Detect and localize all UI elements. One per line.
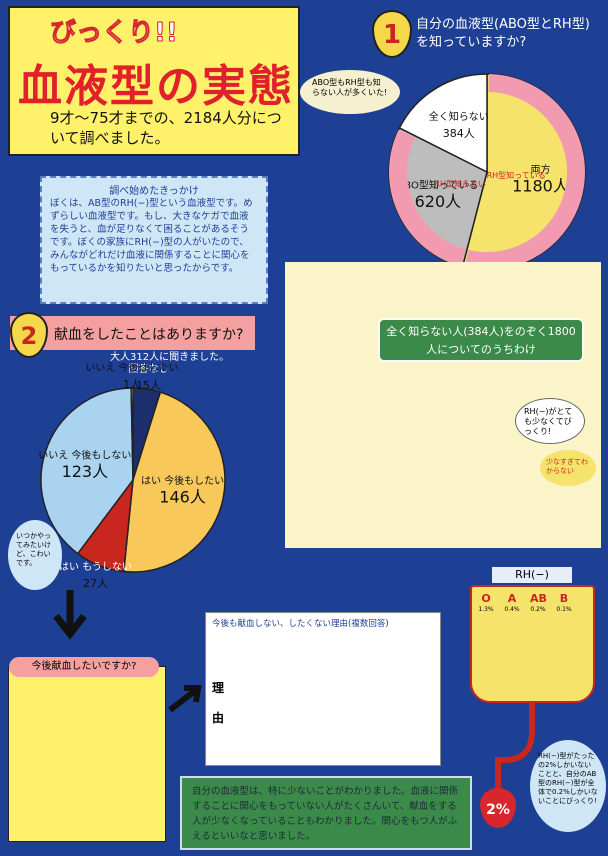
title-box: びっくり!! 血液型の実態 9才〜75才までの、2184人分について調べました。 xyxy=(8,6,300,156)
bar-title: 全く知らない人(384人)をのぞく1800人についてのうちわけ xyxy=(378,318,584,362)
q1-header: 1 自分の血液型(ABO型とRH型)を知っていますか? xyxy=(372,10,602,62)
slice-value: 146人 xyxy=(159,488,206,507)
line-title: 今後献血したいですか? xyxy=(9,657,159,677)
slice-sublabel: RH型知らない xyxy=(434,179,486,189)
slice-label: ABO型知っている xyxy=(397,178,478,191)
motive-heading: 調べ始めたきっかけ xyxy=(109,186,199,197)
kicker: びっくり!! xyxy=(50,18,179,49)
q2-header: 2 献血をしたことはありますか? xyxy=(10,312,255,358)
bar-bubble-2: 少なすぎてわからない xyxy=(540,450,596,486)
q2-bubble: いつかやってみたいけど、こわいです。 xyxy=(8,520,62,590)
ring-band xyxy=(464,74,585,270)
pie-slice xyxy=(398,73,488,174)
pie-slice xyxy=(40,387,134,555)
rh-panel: RH(−) xyxy=(470,567,595,703)
q1-question: 自分の血液型(ABO型とRH型)を知っていますか? xyxy=(416,17,590,50)
motive-body: ぼくは、AB型のRH(−)型という血液型です。めずらしい血液型です。もし、大きな… xyxy=(50,198,253,274)
pie-slice xyxy=(122,391,226,573)
conclusion: 自分の血液型は、特に少ないことがわかりました。血液に関係することに関心をもってい… xyxy=(180,776,472,850)
slice-value: 1人 xyxy=(123,378,141,391)
rh-rate: 0.2% xyxy=(530,606,546,613)
arrow-2 xyxy=(53,590,87,640)
rh-group: AB xyxy=(530,592,547,605)
slice-label: いいえ 今後もしない xyxy=(38,448,131,461)
slice-value: 15人 xyxy=(136,379,161,392)
reasons-side-label: 理由 xyxy=(212,681,225,725)
pie-slice xyxy=(130,387,134,481)
q1-bubble: ABO型もRH型も知らない人が多くいた! xyxy=(300,70,400,114)
slice-label: 全く知らない xyxy=(429,110,489,123)
q2-note: 大人312人に聞きました。 xyxy=(110,352,230,363)
slice-sublabel: RH型知っている xyxy=(487,170,546,180)
slice-label: 回答なし xyxy=(129,362,169,375)
slice-label: いいえ 今後はしたい xyxy=(85,361,178,374)
rh-rate: 0.4% xyxy=(504,606,520,613)
line-panel: 今後献血したいですか? xyxy=(8,657,166,842)
slice-value: 27人 xyxy=(83,577,108,590)
main-title: 血液型の実態 xyxy=(18,61,294,112)
reasons-panel: 今後も献血しない、したくない理由(複数回答) 理由 xyxy=(205,612,441,766)
bar-bubble: RH(−)がとても少なくてびっくり! xyxy=(515,398,585,444)
rh-rate: 0.1% xyxy=(556,606,572,613)
slice-value: 620人 xyxy=(415,192,462,211)
arrow-3 xyxy=(168,685,202,713)
reasons-title: 今後も献血しない、したくない理由(複数回答) xyxy=(212,619,389,629)
rh-group: O xyxy=(481,592,491,605)
q2-number: 2 xyxy=(10,312,48,358)
rh-rate: 1.3% xyxy=(478,606,494,613)
rh-group: A xyxy=(507,592,517,605)
rh-group: B xyxy=(559,592,569,605)
slice-value: 384人 xyxy=(443,127,475,140)
drop-pipe xyxy=(495,700,535,788)
rh-total: 2% xyxy=(480,788,516,828)
subtitle: 9才〜75才までの、2184人分について調べました。 xyxy=(50,109,282,147)
slice-label: はい もうしない xyxy=(59,561,132,573)
rh-title: RH(−) xyxy=(492,567,572,583)
slice-label: 両方 xyxy=(530,163,550,176)
slice-value: 1180人 xyxy=(512,176,569,195)
slice-label: はい 今後もしたい xyxy=(141,474,224,487)
q2-question: 献血をしたことはありますか? xyxy=(54,327,244,343)
q1-number: 1 xyxy=(372,10,412,58)
ring-band xyxy=(389,129,466,267)
motive-box: 調べ始めたきっかけ ぼくは、AB型のRH(−)型という血液型です。めずらしい血液… xyxy=(40,176,268,304)
slice-value: 123人 xyxy=(62,462,109,481)
rh-bubble: RH(−)型がたったの2%しかいないことと、自分のAB型のRH(−)型が全体で0… xyxy=(530,740,606,832)
